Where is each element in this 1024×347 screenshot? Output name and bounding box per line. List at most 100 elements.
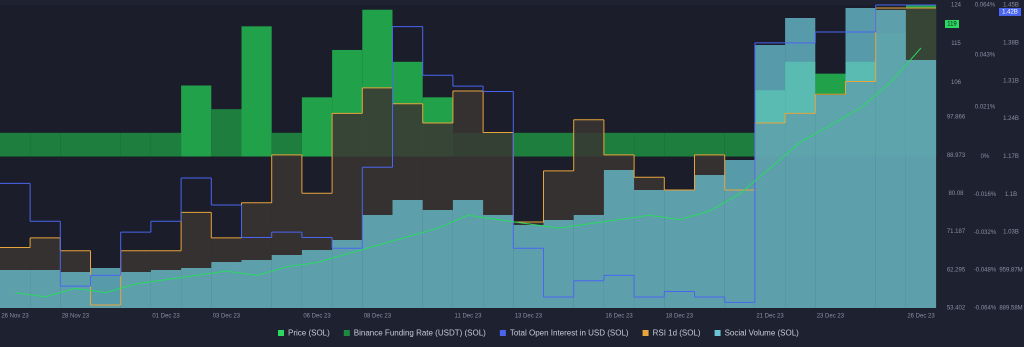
social-volume-bar — [875, 10, 906, 308]
price-tick-label: 106 — [951, 80, 962, 86]
social-volume-bar — [483, 215, 514, 308]
legend-swatch — [278, 330, 284, 336]
price-tick-label: 62.295 — [947, 267, 966, 273]
funding-bar — [664, 132, 695, 157]
funding-tick-label: -0.032% — [974, 230, 997, 236]
legend-swatch — [499, 330, 506, 336]
oi-tick-label: 1.17B — [1003, 154, 1019, 160]
oi-tick-label: 1.03B — [1003, 230, 1019, 236]
social-volume-bar — [30, 270, 61, 308]
oi-badge-label: 1.42B — [1002, 10, 1018, 16]
funding-bar — [90, 132, 121, 157]
price-tick-label: 115 — [951, 41, 961, 47]
price-line — [14, 47, 922, 298]
x-tick-label: 23 Dec 23 — [817, 314, 845, 320]
social-volume-bar — [362, 215, 393, 308]
funding-bar — [634, 132, 665, 157]
funding-tick-label: -0.064% — [974, 306, 997, 312]
funding-bar — [120, 132, 151, 157]
legend-label: Price (SOL) — [288, 329, 330, 338]
social-volume-bar — [664, 190, 695, 308]
legend-swatch — [343, 330, 350, 336]
social-volume-bar — [392, 200, 423, 308]
x-tick-label: 26 Dec 23 — [907, 314, 935, 320]
x-tick-label: 26 Nov 23 — [1, 314, 29, 320]
social-volume-bar — [573, 215, 604, 308]
x-tick-label: 08 Dec 23 — [364, 314, 392, 320]
social-volume-bar — [241, 260, 272, 308]
x-tick-label: 21 Dec 23 — [756, 314, 784, 320]
x-tick-label: 28 Nov 23 — [62, 314, 90, 320]
funding-bar — [301, 97, 333, 157]
oi-tick-label: 889.58M — [999, 306, 1022, 312]
funding-bar — [271, 132, 302, 157]
funding-tick-label: -0.016% — [974, 192, 997, 198]
price-badge-label: 119 — [947, 22, 957, 28]
social-volume-bar — [150, 270, 182, 308]
funding-tick-label: 0.064% — [975, 3, 996, 9]
social-volume-bar — [603, 170, 635, 308]
social-volume-bar — [0, 270, 31, 308]
funding-bar — [241, 26, 272, 157]
oi-tick-label: 1.24B — [1003, 116, 1019, 122]
price-tick-label: 53.402 — [947, 306, 966, 312]
social-volume-bar — [271, 255, 302, 308]
legend-swatch — [714, 330, 721, 336]
oi-tick-label: 1.31B — [1003, 78, 1019, 84]
legend-label: RSI 1d (SOL) — [653, 329, 701, 338]
x-tick-label: 18 Dec 23 — [666, 314, 694, 320]
x-tick-label: 11 Dec 23 — [455, 314, 483, 320]
legend-label: Binance Funding Rate (USDT) (SOL) — [354, 329, 486, 338]
social-volume-bar — [634, 190, 665, 308]
price-badge — [945, 20, 959, 28]
funding-bar — [513, 132, 544, 157]
funding-bar — [30, 132, 61, 157]
funding-bar — [181, 85, 212, 157]
oi-tick-label: 1.38B — [1003, 40, 1019, 46]
social-volume-bar — [905, 60, 937, 308]
legend-label: Total Open Interest in USD (SOL) — [510, 329, 629, 338]
price-tick-label: 88.973 — [947, 153, 966, 159]
funding-bar — [694, 132, 725, 157]
social-volume-bar — [120, 272, 151, 308]
social-volume-bar — [845, 8, 876, 308]
social-volume-bar — [452, 200, 484, 308]
x-tick-label: 16 Dec 23 — [605, 314, 633, 320]
price-tick-label: 124 — [951, 3, 962, 9]
social-volume-bar — [90, 268, 121, 308]
funding-tick-label: -0.048% — [974, 268, 997, 274]
legend: Price (SOL) Binance Funding Rate (USDT) (… — [278, 329, 799, 338]
funding-bar — [0, 132, 31, 157]
oi-tick-label: 1.1B — [1005, 192, 1017, 198]
social-volume-bar — [724, 160, 755, 308]
funding-bar — [603, 132, 635, 157]
funding-bar — [150, 132, 182, 157]
social-volume-bar — [694, 175, 725, 308]
funding-tick-label: 0.021% — [975, 104, 996, 110]
social-volume-bar — [543, 220, 574, 308]
price-tick-label: 97.866 — [947, 115, 966, 121]
x-tick-label: 06 Dec 23 — [303, 314, 331, 320]
oi-tick-label: 959.87M — [999, 268, 1022, 274]
funding-bar — [543, 132, 574, 157]
x-tick-label: 13 Dec 23 — [515, 314, 543, 320]
legend-label: Social Volume (SOL) — [725, 329, 800, 338]
oi-badge — [999, 8, 1021, 16]
social-volume-bar — [181, 268, 212, 308]
legend-swatch — [642, 330, 649, 336]
funding-bar — [60, 132, 91, 157]
social-volume-bar — [301, 250, 333, 308]
social-volume-bar — [332, 240, 363, 308]
oi-tick-label: 1.45B — [1003, 3, 1019, 9]
social-volume-bar — [815, 95, 846, 308]
funding-tick-label: 0% — [981, 154, 990, 160]
social-volume-bar — [422, 210, 453, 308]
social-volume-bar — [211, 262, 242, 308]
social-volume-bar — [785, 18, 816, 308]
price-tick-label: 80.08 — [948, 191, 964, 197]
price-tick-label: 71.187 — [947, 229, 966, 235]
funding-bar — [724, 132, 755, 157]
funding-bar — [211, 109, 242, 157]
